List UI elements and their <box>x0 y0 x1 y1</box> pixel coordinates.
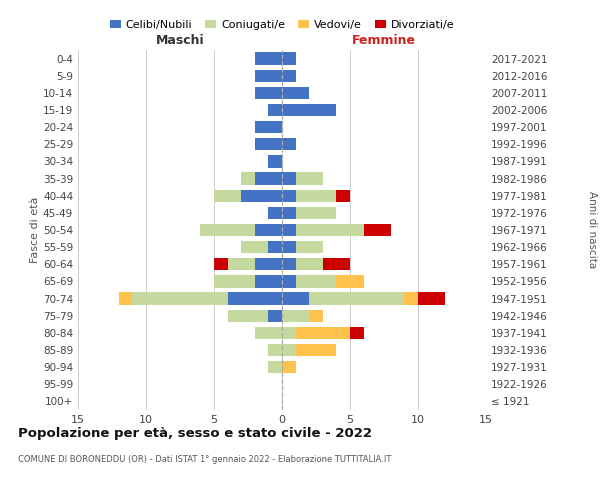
Bar <box>309 292 404 304</box>
Bar <box>282 172 296 184</box>
Bar <box>337 190 350 202</box>
Bar <box>282 258 296 270</box>
Bar <box>337 276 364 287</box>
Bar <box>268 361 282 374</box>
Bar <box>241 190 282 202</box>
Bar <box>255 52 282 64</box>
Text: Femmine: Femmine <box>352 34 416 46</box>
Bar <box>296 241 323 254</box>
Text: COMUNE DI BORONEDDU (OR) - Dati ISTAT 1° gennaio 2022 - Elaborazione TUTTITALIA.: COMUNE DI BORONEDDU (OR) - Dati ISTAT 1°… <box>18 455 391 464</box>
Bar <box>296 258 323 270</box>
Bar <box>282 206 296 219</box>
Bar <box>255 70 282 82</box>
Bar <box>268 104 282 116</box>
Bar <box>255 138 282 150</box>
Bar <box>255 224 282 236</box>
Bar <box>268 241 282 254</box>
Text: Maschi: Maschi <box>155 34 205 46</box>
Bar <box>255 172 282 184</box>
Bar <box>364 224 391 236</box>
Bar <box>255 276 282 287</box>
Legend: Celibi/Nubili, Coniugati/e, Vedovi/e, Divorziati/e: Celibi/Nubili, Coniugati/e, Vedovi/e, Di… <box>106 16 458 34</box>
Bar <box>282 138 296 150</box>
Bar <box>296 276 337 287</box>
Bar <box>282 70 296 82</box>
Bar <box>296 224 364 236</box>
Bar <box>282 326 296 339</box>
Bar <box>282 276 296 287</box>
Bar <box>282 190 296 202</box>
Bar <box>282 86 309 99</box>
Bar <box>309 310 323 322</box>
Bar <box>119 292 133 304</box>
Bar <box>282 224 296 236</box>
Bar <box>268 344 282 356</box>
Bar <box>296 344 337 356</box>
Bar <box>404 292 418 304</box>
Bar <box>255 326 282 339</box>
Bar <box>268 156 282 168</box>
Bar <box>241 241 268 254</box>
Y-axis label: Fasce di età: Fasce di età <box>30 197 40 263</box>
Text: Popolazione per età, sesso e stato civile - 2022: Popolazione per età, sesso e stato civil… <box>18 428 372 440</box>
Bar <box>214 190 241 202</box>
Bar <box>296 190 337 202</box>
Bar <box>282 344 296 356</box>
Bar <box>200 224 255 236</box>
Bar <box>282 104 337 116</box>
Bar <box>227 292 282 304</box>
Bar <box>268 310 282 322</box>
Bar <box>296 172 323 184</box>
Bar <box>227 258 255 270</box>
Bar <box>282 361 296 374</box>
Bar <box>227 310 268 322</box>
Bar <box>282 310 309 322</box>
Bar <box>255 121 282 134</box>
Bar <box>214 276 255 287</box>
Bar <box>255 258 282 270</box>
Bar <box>282 241 296 254</box>
Bar <box>268 206 282 219</box>
Bar <box>296 206 337 219</box>
Bar <box>133 292 227 304</box>
Bar <box>296 326 350 339</box>
Bar <box>282 52 296 64</box>
Bar <box>241 172 255 184</box>
Bar <box>214 258 227 270</box>
Text: Anni di nascita: Anni di nascita <box>587 192 597 268</box>
Bar <box>350 326 364 339</box>
Bar <box>418 292 445 304</box>
Bar <box>282 292 309 304</box>
Bar <box>323 258 350 270</box>
Bar <box>255 86 282 99</box>
